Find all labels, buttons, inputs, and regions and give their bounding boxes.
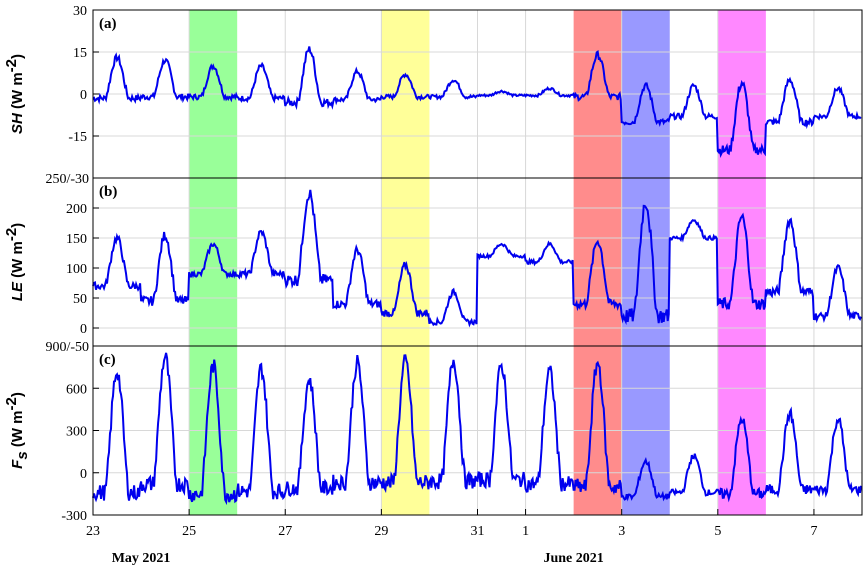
y-tick-label-a-2: 15 [73, 46, 87, 61]
y-axis-label-close-c: ) [9, 392, 26, 397]
y-tick-label-b-4: 50 [73, 292, 87, 307]
panel-label-c: (c) [99, 352, 116, 368]
y-axis-label-b: LE (W m-2) [3, 223, 26, 301]
panel-label-a: (a) [99, 16, 117, 32]
y-axis-label-units-a: (W m [9, 72, 26, 113]
x-tick-label-9: 7 [810, 524, 817, 539]
y-tick-label-b-1: 200 [66, 202, 87, 217]
series-line-a [92, 46, 862, 159]
y-axis-label-exponent-c: -2 [3, 397, 20, 410]
series-line-c [92, 352, 862, 506]
x-tick-label-4: 29 [374, 524, 388, 539]
y-axis-label-symbol-a: SH [9, 112, 26, 134]
x-tick-label-3: 27 [278, 524, 292, 539]
y-tick-label-b-2: 150 [66, 232, 87, 247]
y-axis-label-c: Fs (W m-2) [3, 392, 31, 469]
y-tick-label-a-1: 30 [73, 4, 87, 19]
shaded-period-3 [573, 10, 622, 515]
y-axis-label-exponent-a: -2 [3, 59, 20, 72]
y-tick-label-a-3: 0 [80, 88, 87, 103]
x-tick-label-6: 1 [522, 524, 529, 539]
y-tick-label-b-5: 0 [80, 322, 87, 337]
series-line-b [92, 189, 862, 328]
x-tick-label-8: 5 [714, 524, 721, 539]
shaded-period-1 [189, 10, 238, 515]
x-tick-label-7: 3 [618, 524, 625, 539]
y-axis-label-units-b: (W m [9, 241, 26, 282]
month-label-1: May 2021 [112, 551, 171, 566]
panel-label-b: (b) [99, 184, 117, 200]
y-tick-label-c-2: 300 [66, 425, 87, 440]
y-axis-label-subscript-c: s [14, 451, 31, 459]
y-tick-label-c-4: -300 [61, 509, 87, 524]
y-tick-label-c-1: 600 [66, 382, 87, 397]
x-tick-label-1: 23 [86, 524, 100, 539]
panel-frames [92, 9, 863, 516]
y-axis-label-close-a: ) [9, 54, 26, 59]
y-axis-label-symbol-b: LE [9, 281, 26, 301]
shaded-period-4 [621, 10, 670, 515]
y-tick-label-b-3: 100 [66, 262, 87, 277]
x-tick-label-5: 31 [471, 524, 485, 539]
y-axis-label-exponent-b: -2 [3, 228, 20, 241]
y-top-label-c: 900/-50 [45, 340, 89, 355]
y-axis-label-symbol-c: F [9, 459, 26, 469]
y-top-label-b: 250/-30 [45, 172, 89, 187]
data-lines [92, 46, 862, 506]
month-label-2: June 2021 [543, 551, 603, 566]
y-axis-label-a: SH (W m-2) [3, 54, 26, 134]
y-axis-label-close-b: ) [9, 223, 26, 228]
y-tick-label-a-4: -15 [68, 130, 87, 145]
y-axis-label-units-c: (W m [9, 411, 26, 452]
y-tick-label-c-3: 0 [80, 467, 87, 482]
x-tick-label-2: 25 [182, 524, 196, 539]
